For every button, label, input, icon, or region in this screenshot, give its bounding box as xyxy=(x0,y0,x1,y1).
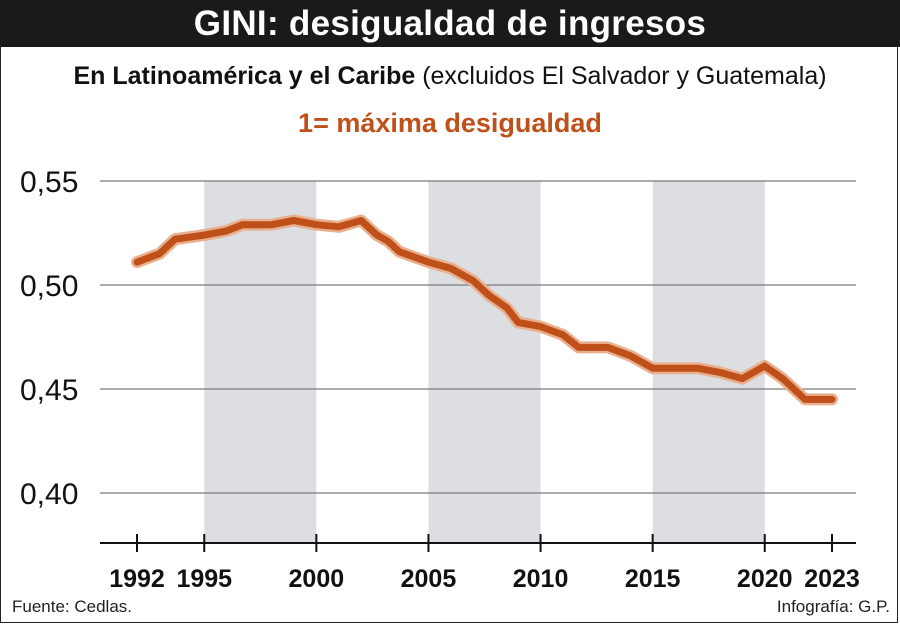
x-tick-label: 2023 xyxy=(804,565,860,593)
x-tick-label: 1992 xyxy=(109,565,165,593)
credit-note: Infografía: G.P. xyxy=(776,597,890,616)
x-axis xyxy=(100,534,856,552)
subtitle-region: En Latinoamérica y el Caribe xyxy=(73,62,416,90)
y-tick-label: 0,40 xyxy=(20,478,78,511)
y-tick-labels: 0,55 0,50 0,45 0,40 xyxy=(20,166,78,511)
chart-title: GINI: desigualdad de ingresos xyxy=(193,3,707,43)
shaded-band xyxy=(204,181,317,543)
series-layer xyxy=(131,214,838,406)
y-tick-label: 0,55 xyxy=(20,166,78,199)
scale-note: 1= máxima desigualdad xyxy=(298,108,602,138)
chart-subtitle: En Latinoamérica y el Caribe (excluidos … xyxy=(0,62,900,91)
shaded-bands xyxy=(204,181,765,543)
x-tick-label: 2005 xyxy=(401,565,457,593)
x-tick-labels: 1992 1995 2000 2005 2010 2015 2020 2023 xyxy=(109,565,860,593)
source-note: Fuente: Cedlas. xyxy=(12,597,133,616)
title-bar: GINI: desigualdad de ingresos xyxy=(0,0,900,47)
shaded-band xyxy=(652,181,765,543)
series-line xyxy=(133,217,836,403)
subtitle-exclusion: (excluidos El Salvador y Guatemala) xyxy=(415,62,827,90)
shaded-band xyxy=(428,181,541,543)
x-tick-label: 2000 xyxy=(289,565,345,593)
y-tick-label: 0,45 xyxy=(20,374,78,407)
x-tick-label: 2010 xyxy=(513,565,569,593)
x-tick-label: 1995 xyxy=(176,565,232,593)
x-tick-label: 2020 xyxy=(737,565,793,593)
y-tick-label: 0,50 xyxy=(20,270,78,303)
x-tick-label: 2015 xyxy=(625,565,681,593)
